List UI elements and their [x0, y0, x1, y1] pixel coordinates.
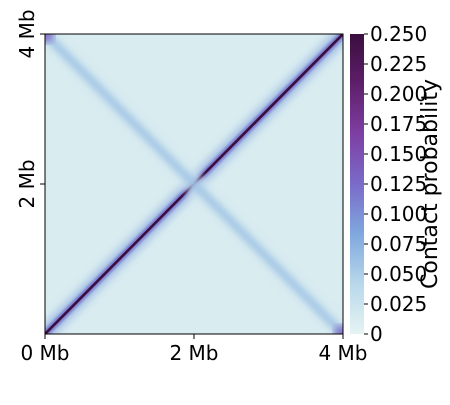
colorbar-ticks: 0 0.025 0.050 0.075 0.100 0.125 0.150 0.175 0.20… — [364, 22, 427, 346]
colorbar-tick-label: 0.025 — [370, 292, 427, 316]
x-tick-label: 2 Mb — [169, 341, 218, 365]
colorbar-tick-label: 0.250 — [370, 22, 427, 46]
x-axis: 0 Mb 2 Mb 4 Mb — [20, 334, 368, 365]
colorbar-tick-label: 0 — [370, 322, 383, 346]
anti-diagonal-band — [45, 34, 343, 334]
x-tick-label: 4 Mb — [318, 341, 367, 365]
colorbar-label: Contact probability — [418, 79, 443, 289]
colorbar-tick-label: 0.225 — [370, 52, 427, 76]
colorbar-tick-label: 0.125 — [370, 172, 427, 196]
colorbar-ramp — [350, 34, 364, 334]
colorbar-tick-label: 0.175 — [370, 112, 427, 136]
corner-enrichment — [334, 325, 343, 334]
y-tick-label: 2 Mb — [15, 159, 39, 208]
heatmap-area — [45, 34, 343, 334]
colorbar-tick-label: 0.075 — [370, 232, 427, 256]
colorbar-tick-label: 0.200 — [370, 82, 427, 106]
y-axis: 2 Mb 4 Mb — [15, 9, 45, 209]
y-tick-label: 4 Mb — [15, 9, 39, 58]
colorbar-tick-label: 0.100 — [370, 202, 427, 226]
colorbar: 0 0.025 0.050 0.075 0.100 0.125 0.150 0.175 0.20… — [350, 22, 443, 346]
colorbar-tick-label: 0.150 — [370, 142, 427, 166]
heatmap-bands — [45, 34, 343, 334]
colorbar-tick-label: 0.050 — [370, 262, 427, 286]
x-tick-label: 0 Mb — [20, 341, 69, 365]
corner-enrichment — [45, 34, 54, 43]
